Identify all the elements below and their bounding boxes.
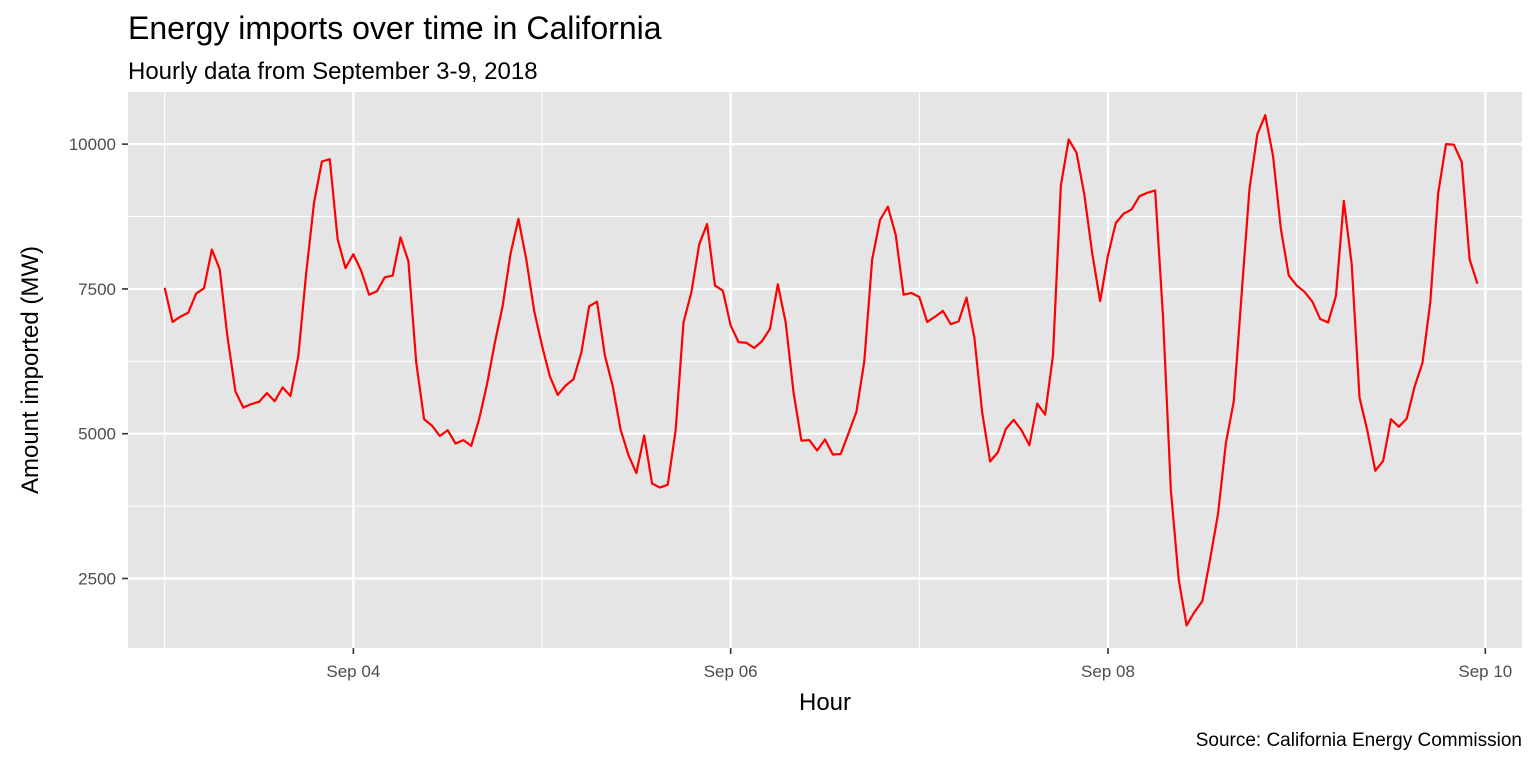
chart-caption: Source: California Energy Commission — [1195, 730, 1522, 751]
y-tick-label: 10000 — [69, 135, 116, 154]
y-axis-title: Amount imported (MW) — [17, 246, 44, 494]
x-tick-label: Sep 08 — [1081, 662, 1135, 681]
x-tick-label: Sep 10 — [1458, 662, 1512, 681]
major-gridlines — [128, 92, 1522, 648]
x-tick-label: Sep 04 — [326, 662, 380, 681]
chart-title: Energy imports over time in California — [128, 10, 662, 46]
plot-panel — [128, 92, 1522, 648]
y-tick-label: 5000 — [78, 425, 116, 444]
y-tick-label: 7500 — [78, 280, 116, 299]
axis-ticks — [122, 143, 1487, 654]
y-tick-label: 2500 — [78, 570, 116, 589]
x-axis-title: Hour — [799, 689, 851, 716]
y-axis-tick-labels: 2500 5000 7500 10000 — [69, 135, 116, 588]
minor-gridlines — [128, 92, 1522, 648]
series-layer — [163, 114, 1479, 627]
series-line — [163, 114, 1479, 627]
x-axis-tick-labels: Sep 04 Sep 06 Sep 08 Sep 10 — [326, 662, 1512, 681]
chart-subtitle: Hourly data from September 3-9, 2018 — [128, 58, 538, 85]
x-tick-label: Sep 06 — [704, 662, 758, 681]
